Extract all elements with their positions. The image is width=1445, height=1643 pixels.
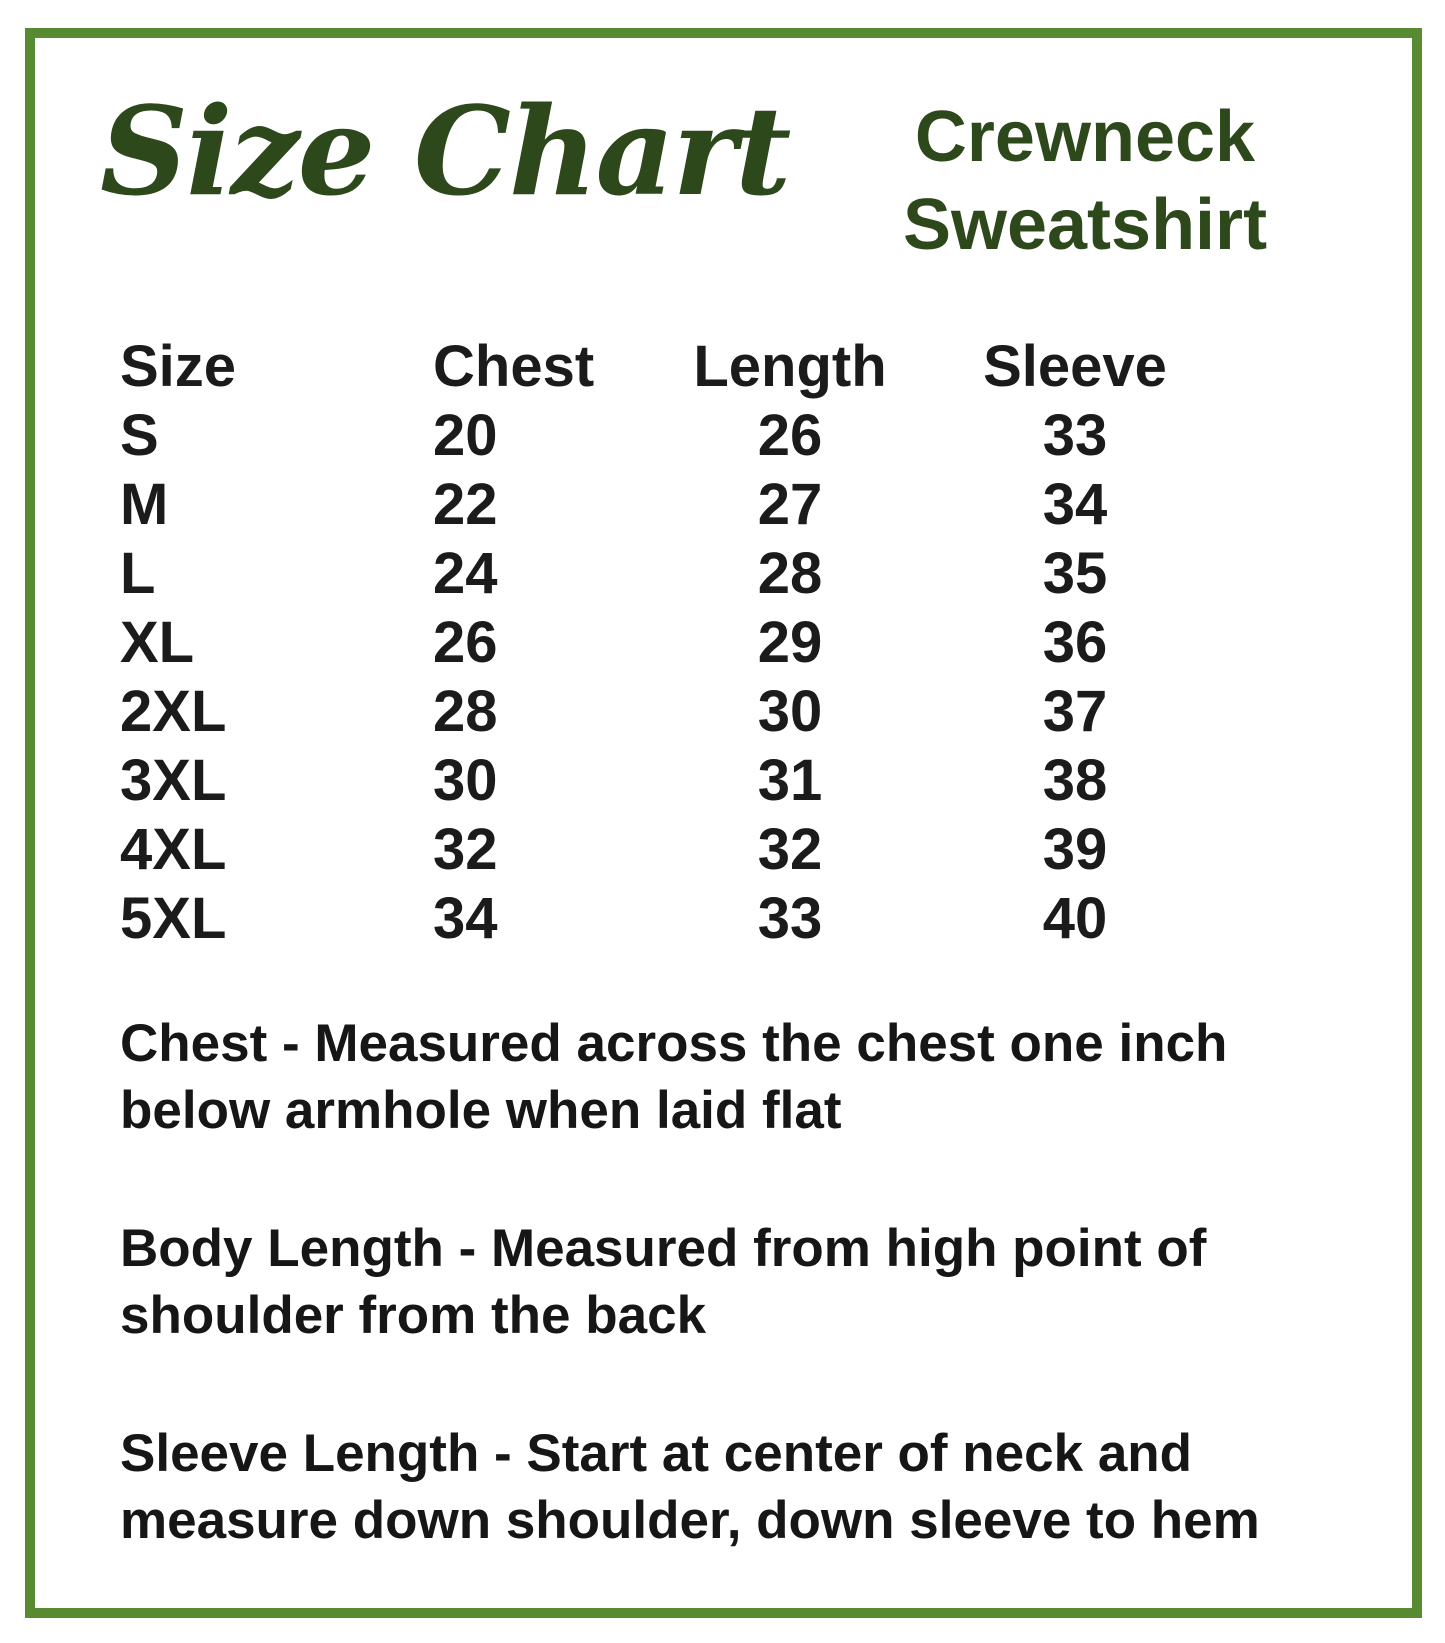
note-body-length-line1: Body Length - Measured from high point o… bbox=[120, 1219, 1207, 1278]
table-row: 4XL 32 32 39 bbox=[120, 815, 1250, 884]
table-row: M 22 27 34 bbox=[120, 470, 1250, 539]
cell-size: 2XL bbox=[120, 679, 227, 744]
cell-length: 31 bbox=[757, 748, 823, 813]
cell-size: M bbox=[120, 472, 169, 537]
cell-sleeve: 38 bbox=[1042, 748, 1108, 813]
cell-chest: 26 bbox=[433, 610, 498, 675]
table-header-row: Size Chest Length Sleeve bbox=[120, 332, 1250, 401]
note-body-length-line2: shoulder from the back bbox=[120, 1286, 707, 1345]
table-row: L 24 28 35 bbox=[120, 539, 1250, 608]
cell-sleeve: 40 bbox=[1042, 886, 1108, 951]
size-table: Size Chest Length Sleeve S 20 26 33 M 22… bbox=[120, 332, 1250, 953]
note-sleeve-length-line1: Sleeve Length - Start at center of neck … bbox=[120, 1424, 1193, 1483]
cell-chest: 32 bbox=[433, 817, 498, 882]
note-chest-line2: below armhole when laid flat bbox=[120, 1081, 842, 1140]
page-title: Size Chart bbox=[100, 79, 791, 223]
cell-sleeve: 37 bbox=[1042, 679, 1108, 744]
measurement-notes: Chest - Measured across the chest one in… bbox=[120, 1010, 1400, 1625]
cell-sleeve: 36 bbox=[1042, 610, 1108, 675]
cell-sleeve: 35 bbox=[1042, 541, 1108, 606]
table-row: 2XL 28 30 37 bbox=[120, 677, 1250, 746]
cell-size: 5XL bbox=[120, 886, 227, 951]
cell-sleeve: 34 bbox=[1042, 472, 1108, 537]
cell-length: 30 bbox=[757, 679, 823, 744]
cell-chest: 30 bbox=[433, 748, 498, 813]
note-body-length: Body Length - Measured from high point o… bbox=[120, 1215, 1400, 1349]
product-name: Crewneck Sweatshirt bbox=[860, 93, 1310, 269]
product-name-line2: Sweatshirt bbox=[902, 185, 1268, 265]
cell-sleeve: 33 bbox=[1042, 403, 1108, 468]
cell-length: 32 bbox=[757, 817, 823, 882]
cell-size: 4XL bbox=[120, 817, 227, 882]
cell-length: 29 bbox=[757, 610, 823, 675]
cell-chest: 28 bbox=[433, 679, 498, 744]
cell-sleeve: 39 bbox=[1042, 817, 1108, 882]
table-header-chest: Chest bbox=[433, 334, 595, 399]
table-row: 5XL 34 33 40 bbox=[120, 884, 1250, 953]
note-chest: Chest - Measured across the chest one in… bbox=[120, 1010, 1400, 1144]
note-sleeve-length-line2: measure down shoulder, down sleeve to he… bbox=[120, 1491, 1260, 1550]
cell-size: L bbox=[120, 541, 156, 606]
table-row: S 20 26 33 bbox=[120, 401, 1250, 470]
note-sleeve-length: Sleeve Length - Start at center of neck … bbox=[120, 1420, 1400, 1554]
table-row: 3XL 30 31 38 bbox=[120, 746, 1250, 815]
cell-chest: 34 bbox=[433, 886, 498, 951]
table-header-sleeve: Sleeve bbox=[983, 334, 1167, 399]
green-frame-border bbox=[25, 28, 1422, 1618]
cell-chest: 20 bbox=[433, 403, 498, 468]
cell-chest: 22 bbox=[433, 472, 498, 537]
cell-chest: 24 bbox=[433, 541, 498, 606]
note-chest-line1: Chest - Measured across the chest one in… bbox=[120, 1014, 1228, 1073]
table-row: XL 26 29 36 bbox=[120, 608, 1250, 677]
cell-size: 3XL bbox=[120, 748, 227, 813]
cell-length: 27 bbox=[757, 472, 823, 537]
product-name-line1: Crewneck bbox=[914, 97, 1256, 177]
table-header-size: Size bbox=[120, 334, 237, 399]
cell-size: S bbox=[120, 403, 159, 468]
cell-length: 33 bbox=[757, 886, 823, 951]
cell-length: 28 bbox=[757, 541, 823, 606]
cell-size: XL bbox=[120, 610, 195, 675]
cell-length: 26 bbox=[757, 403, 823, 468]
table-header-length: Length bbox=[693, 334, 887, 399]
